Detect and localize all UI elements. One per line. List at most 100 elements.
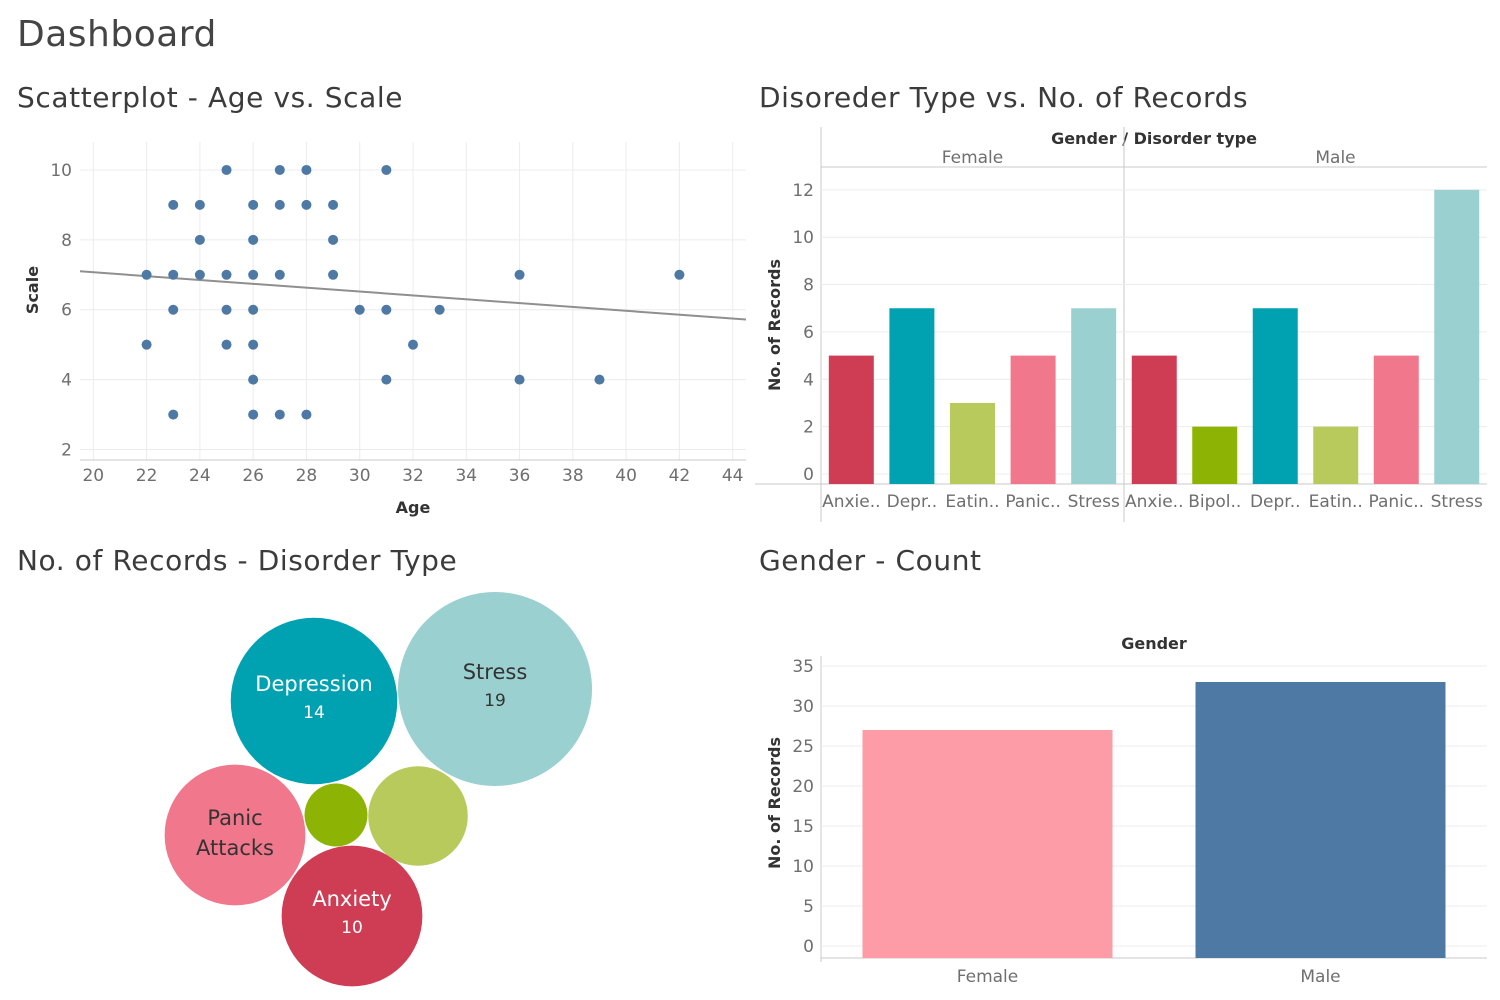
scatter-x-tick-label: 42 [669,466,691,486]
scatter-x-tick-label: 32 [402,466,424,486]
scatter-point [221,164,232,175]
scatter-point [274,409,285,420]
gender-bar-female [862,730,1113,958]
scatter-y-tick-label: 8 [61,231,72,251]
disorder-y-axis-title: No. of Records [765,259,784,391]
gender-y-tick-label: 10 [792,857,814,877]
scatter-point [221,269,232,280]
disorder-x-tick-label: Eatin.. [945,492,999,512]
scatter-point [514,269,525,280]
disorder-y-tick-label: 4 [803,370,814,390]
gender-x-tick-label: Male [1300,967,1340,987]
scatter-point [328,269,339,280]
scatter-point [194,234,205,245]
bubble-label: Stress [463,660,528,684]
scatter-point [328,199,339,210]
scatter-point [248,199,259,210]
scatter-point [301,164,312,175]
disorder-y-tick-label: 2 [803,418,814,438]
disorder-bar-chart-title: Disoreder Type vs. No. of Records [759,81,1249,114]
scatter-point [141,269,152,280]
disorder-x-tick-label: Panic.. [1005,492,1061,512]
scatter-point [301,409,312,420]
disorder-bar [1313,426,1359,484]
scatter-y-tick-label: 2 [61,441,72,461]
disorder-bar [1373,355,1419,484]
bubble-label: Panic [207,806,262,830]
gender-y-tick-label: 20 [792,777,814,797]
scatter-point [514,374,525,385]
scatter-point [168,409,179,420]
gender-y-axis-title: No. of Records [765,737,784,869]
scatter-point [168,199,179,210]
scatter-point [274,199,285,210]
scatter-point [328,234,339,245]
gender-y-tick-label: 0 [803,937,814,957]
gender-y-tick-label: 25 [792,737,814,757]
scatter-point [354,304,365,315]
disorder-y-tick-label: 6 [803,323,814,343]
disorder-x-tick-label: Stress [1068,492,1120,512]
disorder-bar [828,355,874,484]
bubble-eating-disorder [368,766,468,866]
scatter-point [168,304,179,315]
scatter-y-axis-title: Scale [23,266,42,314]
disorder-x-tick-label: Depr.. [1250,492,1301,512]
scatter-x-tick-label: 34 [455,466,477,486]
scatter-point [248,339,259,350]
disorder-bar [1071,308,1117,484]
scatter-point [248,409,259,420]
scatter-chart-title: Scatterplot - Age vs. Scale [17,81,404,114]
bubble-label: Anxiety [312,887,392,911]
scatter-point [274,164,285,175]
scatter-x-tick-label: 28 [296,466,318,486]
facet-label-male: Male [1315,148,1355,168]
scatter-point [248,304,259,315]
bubble-panic-attacks [164,764,306,906]
scatter-y-tick-label: 10 [50,161,72,181]
scatter-point [168,269,179,280]
disorder-x-tick-label: Panic.. [1368,492,1424,512]
scatter-point [248,269,259,280]
bubble-label: Attacks [196,836,274,860]
disorder-bar [1434,189,1480,484]
scatter-point [301,199,312,210]
scatter-x-tick-label: 20 [82,466,104,486]
scatter-x-tick-label: 38 [562,466,584,486]
gender-x-tick-label: Female [957,967,1018,987]
scatter-x-tick-label: 40 [615,466,637,486]
bubble-anxiety [281,845,423,987]
scatter-trend-line [79,270,747,321]
scatter-point [221,339,232,350]
disorder-bar [1010,355,1056,484]
scatter-point [194,269,205,280]
bubble-value-label: 10 [341,918,363,938]
gender-chart-title: Gender - Count [759,544,982,577]
scatter-point [194,199,205,210]
scatter-x-axis-title: Age [396,498,431,517]
bubble-stress [398,592,592,786]
disorder-x-tick-label: Depr.. [887,492,938,512]
scatter-point [408,339,418,350]
gender-y-tick-label: 15 [792,817,814,837]
scatter-point [594,374,605,385]
bubble-depression [230,617,398,785]
gender-bar-male [1195,682,1446,958]
scatter-x-tick-label: 22 [136,466,158,486]
scatter-point [381,304,392,315]
disorder-y-tick-label: 8 [803,276,814,296]
disorder-y-tick-label: 10 [792,228,814,248]
scatter-point [381,164,392,175]
gender-y-tick-label: 35 [792,657,814,677]
disorder-x-tick-label: Anxie.. [822,492,880,512]
disorder-bar [1252,308,1298,484]
disorder-x-tick-label: Stress [1431,492,1483,512]
scatter-point [221,304,232,315]
scatter-x-tick-label: 44 [722,466,744,486]
scatter-x-tick-label: 36 [509,466,531,486]
scatter-y-tick-label: 6 [61,301,72,321]
disorder-x-tick-label: Bipol.. [1188,492,1241,512]
scatter-point [248,234,259,245]
disorder-bar [1192,426,1238,484]
